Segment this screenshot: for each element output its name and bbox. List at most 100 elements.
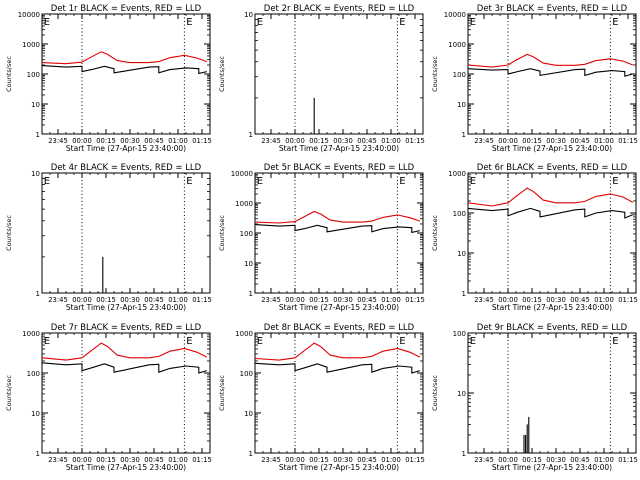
eclipse-marker: E — [399, 176, 405, 187]
x-axis-label: Start Time (27-Apr-15 23:40:00) — [66, 144, 186, 153]
x-axis-label: Start Time (27-Apr-15 23:40:00) — [66, 463, 186, 472]
y-tick-label: 1 — [36, 131, 40, 139]
y-tick-label: 10000 — [444, 11, 466, 19]
y-tick-label: 100 — [453, 71, 466, 79]
x-tick-label: 00:00 — [72, 456, 92, 464]
y-axis-label: Counts/sec — [5, 215, 13, 251]
eclipse-marker: E — [612, 336, 618, 347]
y-tick-label: 1000 — [235, 200, 253, 208]
y-tick-label: 100 — [27, 71, 40, 79]
eclipse-marker: E — [186, 176, 192, 187]
panel-title: Det 4r BLACK = Events, RED = LLD — [51, 163, 202, 173]
y-tick-label: 10 — [31, 410, 40, 418]
eclipse-marker: E — [399, 17, 405, 28]
eclipse-marker: E — [470, 336, 476, 347]
panel-det-8: Det 8r BLACK = Events, RED = LLD 1 10 100 10… — [218, 323, 425, 472]
y-axis-label: Counts/sec — [431, 56, 439, 92]
series-line-lld — [468, 53, 634, 68]
series-line-lld — [468, 187, 634, 207]
eclipse-marker: E — [257, 17, 263, 28]
y-tick-label: 1 — [462, 450, 466, 458]
x-tick-label: 01:15 — [618, 137, 638, 145]
x-tick-label: 00:30 — [120, 456, 140, 464]
x-tick-label: 01:15 — [192, 456, 212, 464]
x-axis-label: Start Time (27-Apr-15 23:40:00) — [279, 144, 399, 153]
x-tick-label: 23:45 — [261, 296, 281, 304]
x-tick-label: 00:30 — [546, 137, 566, 145]
y-tick-label: 1000 — [448, 170, 466, 178]
y-tick-label: 10 — [457, 101, 466, 109]
x-tick-label: 00:30 — [333, 296, 353, 304]
y-tick-label: 10000 — [18, 11, 40, 19]
panel-det-1: Det 1r BLACK = Events, RED = LLD 1 10 100 10… — [5, 4, 212, 153]
x-tick-label: 01:15 — [618, 456, 638, 464]
y-axis-label: Counts/sec — [5, 56, 13, 92]
series-line-lld — [255, 342, 421, 361]
eclipse-marker: E — [470, 17, 476, 28]
panel-det-5: Det 5r BLACK = Events, RED = LLD 1 10 100 10… — [218, 163, 425, 312]
y-axis-label: Counts/sec — [431, 375, 439, 411]
y-tick-label: 1000 — [235, 330, 253, 338]
x-tick-label: 00:30 — [546, 296, 566, 304]
x-tick-label: 00:45 — [144, 456, 164, 464]
x-tick-label: 01:00 — [381, 456, 401, 464]
x-tick-label: 01:00 — [381, 137, 401, 145]
panel-det-4: Det 4r BLACK = Events, RED = LLD 1 10 23:45… — [5, 163, 212, 312]
y-tick-label: 10 — [244, 260, 253, 268]
x-axis-label: Start Time (27-Apr-15 23:40:00) — [279, 463, 399, 472]
axes-frame — [254, 332, 424, 454]
panel-title: Det 5r BLACK = Events, RED = LLD — [264, 163, 415, 173]
x-tick-label: 00:00 — [498, 456, 518, 464]
x-tick-label: 01:00 — [381, 296, 401, 304]
x-tick-label: 23:45 — [474, 296, 494, 304]
y-tick-label: 10 — [31, 170, 40, 178]
panel-title: Det 9r BLACK = Events, RED = LLD — [477, 323, 628, 333]
x-tick-label: 01:00 — [594, 456, 614, 464]
x-tick-label: 00:15 — [522, 456, 542, 464]
axes-frame — [467, 172, 637, 294]
y-tick-label: 1 — [249, 131, 253, 139]
y-axis-label: Counts/sec — [5, 375, 13, 411]
series-line-events — [468, 68, 633, 77]
panel-title: Det 7r BLACK = Events, RED = LLD — [51, 323, 202, 333]
x-tick-label: 01:00 — [594, 296, 614, 304]
x-tick-label: 23:45 — [48, 137, 68, 145]
y-tick-label: 10000 — [231, 170, 253, 178]
y-tick-label: 100 — [240, 370, 253, 378]
panel-det-7: Det 7r BLACK = Events, RED = LLD 1 10 100 10… — [5, 323, 212, 472]
panel-det-2: Det 2r BLACK = Events, RED = LLD 1 10 23:45… — [218, 4, 425, 153]
x-tick-label: 01:15 — [192, 296, 212, 304]
y-tick-label: 1 — [36, 450, 40, 458]
x-tick-label: 00:45 — [144, 296, 164, 304]
x-tick-label: 01:00 — [168, 137, 188, 145]
x-tick-label: 23:45 — [261, 456, 281, 464]
y-tick-label: 10 — [244, 410, 253, 418]
series-line-events — [255, 362, 420, 374]
y-tick-label: 1 — [249, 290, 253, 298]
x-tick-label: 01:00 — [168, 456, 188, 464]
eclipse-marker: E — [470, 176, 476, 187]
x-tick-label: 00:15 — [96, 456, 116, 464]
y-axis-label: Counts/sec — [218, 56, 226, 92]
panel-det-3: Det 3r BLACK = Events, RED = LLD 1 10 100 10… — [431, 4, 638, 153]
panel-title: Det 1r BLACK = Events, RED = LLD — [51, 4, 202, 14]
x-tick-label: 00:45 — [144, 137, 164, 145]
x-tick-label: 00:00 — [285, 296, 305, 304]
y-tick-label: 100 — [240, 230, 253, 238]
eclipse-marker: E — [612, 17, 618, 28]
y-tick-label: 1000 — [22, 330, 40, 338]
y-tick-label: 1 — [462, 290, 466, 298]
eclipse-marker: E — [186, 336, 192, 347]
axes-frame — [41, 332, 211, 454]
x-tick-label: 23:45 — [48, 456, 68, 464]
series-line-events — [468, 207, 634, 219]
x-tick-label: 00:15 — [309, 296, 329, 304]
x-tick-label: 01:00 — [594, 137, 614, 145]
eclipse-marker: E — [44, 17, 50, 28]
x-tick-label: 00:45 — [357, 456, 377, 464]
series-line-events — [255, 224, 420, 234]
x-tick-label: 00:00 — [498, 137, 518, 145]
series-line-events — [523, 416, 530, 453]
x-axis-label: Start Time (27-Apr-15 23:40:00) — [279, 303, 399, 312]
x-tick-label: 00:30 — [333, 137, 353, 145]
